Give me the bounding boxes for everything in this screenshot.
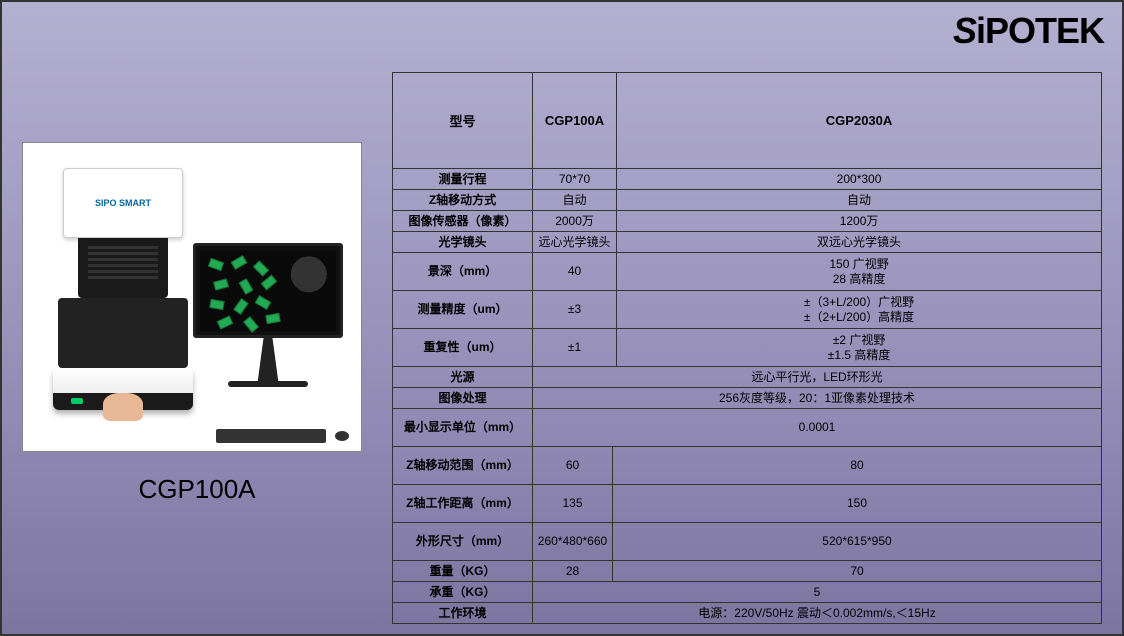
row-label: 外形尺寸（mm） — [393, 523, 533, 561]
row-label: 图像处理 — [393, 388, 533, 409]
row-merged: 256灰度等级，20：1亚像素处理技术 — [533, 388, 1102, 409]
row-label: 测量精度（um） — [393, 291, 533, 329]
table-row: 景深（mm）40150 广视野28 高精度 — [393, 253, 1102, 291]
table-row: 承重（KG）5 — [393, 582, 1102, 603]
cell-b: 70 — [613, 561, 1102, 582]
cell-b: ±（3+L/200）广视野±（2+L/200）高精度 — [617, 291, 1102, 329]
product-panel: SIPO SMART CGP100A — [22, 142, 372, 505]
cell-b: 80 — [613, 447, 1102, 485]
row-label: Z轴工作距离（mm） — [393, 485, 533, 523]
table-row: 光源远心平行光，LED环形光 — [393, 367, 1102, 388]
row-label: 工作环境 — [393, 603, 533, 624]
cell-a: ±3 — [533, 291, 617, 329]
cell-b: 150 广视野28 高精度 — [617, 253, 1102, 291]
row-label: Z轴移动范围（mm） — [393, 447, 533, 485]
table-row: 测量精度（um）±3±（3+L/200）广视野±（2+L/200）高精度 — [393, 291, 1102, 329]
table-row: 重复性（um）±1±2 广视野±1.5 高精度 — [393, 329, 1102, 367]
row-merged: 5 — [533, 582, 1102, 603]
table-row: 工作环境电源：220V/50Hz 震动＜0.002mm/s,＜15Hz — [393, 603, 1102, 624]
spec-table: 型号 CGP100A CGP2030A 测量行程70*70200*300Z轴移动… — [392, 72, 1102, 624]
cell-a: 远心光学镜头 — [533, 232, 617, 253]
table-row: Z轴移动方式自动自动 — [393, 190, 1102, 211]
cell-a: 28 — [533, 561, 613, 582]
row-merged: 0.0001 — [533, 409, 1102, 447]
cell-b: 200*300 — [617, 169, 1102, 190]
row-label: 景深（mm） — [393, 253, 533, 291]
table-row: 图像传感器（像素）2000万1200万 — [393, 211, 1102, 232]
row-label: 最小显示单位（mm） — [393, 409, 533, 447]
row-label: 重复性（um） — [393, 329, 533, 367]
table-row: Z轴移动范围（mm）6080 — [393, 447, 1102, 485]
col-header-a: CGP100A — [533, 73, 617, 169]
table-row: 重量（KG）2870 — [393, 561, 1102, 582]
cell-b: 150 — [613, 485, 1102, 523]
cell-a: 60 — [533, 447, 613, 485]
cell-b: 双远心光学镜头 — [617, 232, 1102, 253]
col-header-model: 型号 — [393, 73, 533, 169]
table-row: 外形尺寸（mm）260*480*660520*615*950 — [393, 523, 1102, 561]
cell-a: 40 — [533, 253, 617, 291]
row-label: 光学镜头 — [393, 232, 533, 253]
cell-b: 520*615*950 — [613, 523, 1102, 561]
row-label: 图像传感器（像素） — [393, 211, 533, 232]
table-row: 测量行程70*70200*300 — [393, 169, 1102, 190]
cell-a: ±1 — [533, 329, 617, 367]
table-row: 最小显示单位（mm）0.0001 — [393, 409, 1102, 447]
table-row: Z轴工作距离（mm）135150 — [393, 485, 1102, 523]
row-merged: 远心平行光，LED环形光 — [533, 367, 1102, 388]
brand-logo: SiPOTEK — [953, 10, 1104, 52]
cell-b: 1200万 — [617, 211, 1102, 232]
col-header-b: CGP2030A — [617, 73, 1102, 169]
monitor — [193, 243, 343, 387]
row-label: 重量（KG） — [393, 561, 533, 582]
row-label: 承重（KG） — [393, 582, 533, 603]
row-label: 光源 — [393, 367, 533, 388]
cell-b: ±2 广视野±1.5 高精度 — [617, 329, 1102, 367]
table-row: 图像处理256灰度等级，20：1亚像素处理技术 — [393, 388, 1102, 409]
row-merged: 电源：220V/50Hz 震动＜0.002mm/s,＜15Hz — [533, 603, 1102, 624]
table-row: 光学镜头远心光学镜头双远心光学镜头 — [393, 232, 1102, 253]
cell-a: 260*480*660 — [533, 523, 613, 561]
cell-b: 自动 — [617, 190, 1102, 211]
cell-a: 2000万 — [533, 211, 617, 232]
cell-a: 自动 — [533, 190, 617, 211]
product-name: CGP100A — [22, 474, 372, 505]
cell-a: 135 — [533, 485, 613, 523]
row-label: 测量行程 — [393, 169, 533, 190]
machine-head-label: SIPO SMART — [63, 168, 183, 238]
cell-a: 70*70 — [533, 169, 617, 190]
row-label: Z轴移动方式 — [393, 190, 533, 211]
table-header-row: 型号 CGP100A CGP2030A — [393, 73, 1102, 169]
product-image: SIPO SMART — [22, 142, 362, 452]
